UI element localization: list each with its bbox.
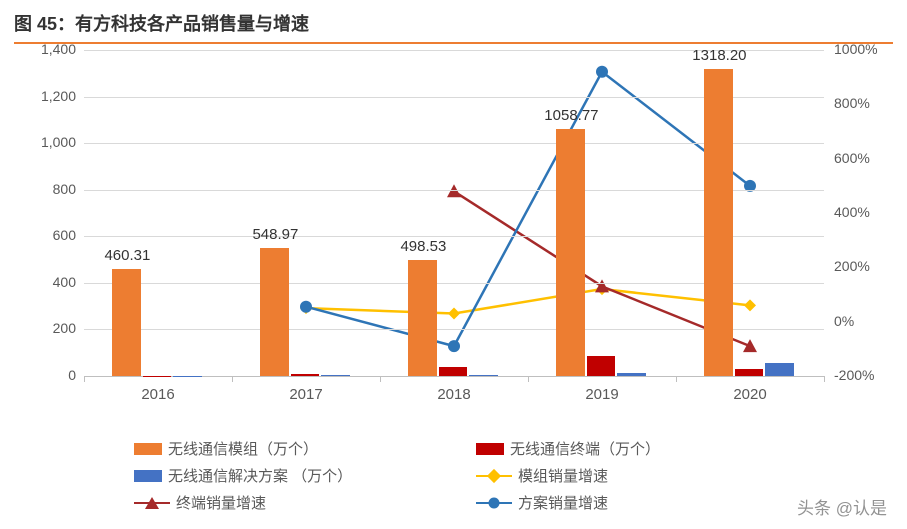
y-left-label: 800 [16, 181, 76, 197]
series-marker [448, 308, 460, 320]
x-label: 2020 [733, 386, 766, 403]
legend-swatch [476, 469, 512, 483]
y-right-label: 800% [834, 95, 894, 111]
y-left-label: 200 [16, 320, 76, 336]
y-left-label: 1,000 [16, 134, 76, 150]
series-marker [744, 299, 756, 311]
legend-label: 无线通信终端（万个） [510, 438, 660, 459]
legend-swatch [134, 470, 162, 482]
series-marker [596, 66, 608, 78]
series-marker [743, 339, 757, 352]
bar [260, 248, 289, 376]
bar [112, 269, 141, 376]
legend-item: 方案销量增速 [476, 492, 608, 513]
bar [291, 374, 320, 376]
bar-value-label: 1058.77 [544, 107, 598, 124]
y-left-label: 600 [16, 227, 76, 243]
legend-label: 无线通信解决方案 （万个） [168, 465, 352, 486]
legend: 无线通信模组（万个） 无线通信终端（万个） 无线通信解决方案 （万个） 模组销量增速终… [134, 438, 814, 519]
bar [408, 260, 437, 376]
legend-label: 终端销量增速 [176, 492, 266, 513]
bar [617, 373, 646, 376]
series-marker [300, 301, 312, 313]
x-label: 2018 [437, 386, 470, 403]
y-left-label: 0 [16, 367, 76, 383]
series-marker [595, 279, 609, 292]
y-right-label: -200% [834, 367, 894, 383]
legend-label: 方案销量增速 [518, 492, 608, 513]
bar [704, 69, 733, 376]
x-label: 2017 [289, 386, 322, 403]
y-left-label: 1,400 [16, 41, 76, 57]
bar-value-label: 498.53 [400, 238, 446, 255]
legend-item: 无线通信解决方案 （万个） [134, 465, 464, 486]
y-right-label: 600% [834, 150, 894, 166]
bar [469, 375, 498, 376]
bar [321, 375, 350, 376]
watermark: 头条 @认是 [797, 494, 887, 519]
y-right-label: 0% [834, 313, 894, 329]
bar [735, 369, 764, 376]
series-marker [447, 184, 461, 197]
series-line [306, 72, 750, 346]
bar-value-label: 460.31 [104, 247, 150, 264]
legend-item: 模组销量增速 [476, 465, 608, 486]
chart-title-text: 图 45：有方科技各产品销售量与增速 [14, 14, 309, 34]
y-right-label: 1000% [834, 41, 894, 57]
legend-item: 无线通信终端（万个） [476, 438, 660, 459]
legend-label: 模组销量增速 [518, 465, 608, 486]
series-line [306, 289, 750, 313]
legend-swatch [476, 443, 504, 455]
bar [587, 356, 616, 376]
legend-item: 终端销量增速 [134, 492, 464, 513]
legend-swatch [134, 443, 162, 455]
chart-title: 图 45：有方科技各产品销售量与增速 [0, 0, 907, 42]
series-marker [448, 340, 460, 352]
y-left-label: 1,200 [16, 88, 76, 104]
y-right-label: 200% [834, 258, 894, 274]
legend-swatch [134, 496, 170, 510]
x-label: 2019 [585, 386, 618, 403]
legend-item: 无线通信模组（万个） [134, 438, 464, 459]
y-right-label: 400% [834, 204, 894, 220]
bar-value-label: 548.97 [252, 226, 298, 243]
bar [765, 363, 794, 376]
plot-area: 02004006008001,0001,2001,400-200%0%200%4… [84, 50, 824, 376]
legend-label: 无线通信模组（万个） [168, 438, 318, 459]
legend-swatch [476, 496, 512, 510]
bar [439, 367, 468, 376]
x-label: 2016 [141, 386, 174, 403]
bar [556, 129, 585, 376]
bar-value-label: 1318.20 [692, 47, 746, 64]
y-left-label: 400 [16, 274, 76, 290]
chart: 0 200 400 600 800 1,000 1,200 1,400 -200% 0% 200% 4… [14, 44, 894, 514]
